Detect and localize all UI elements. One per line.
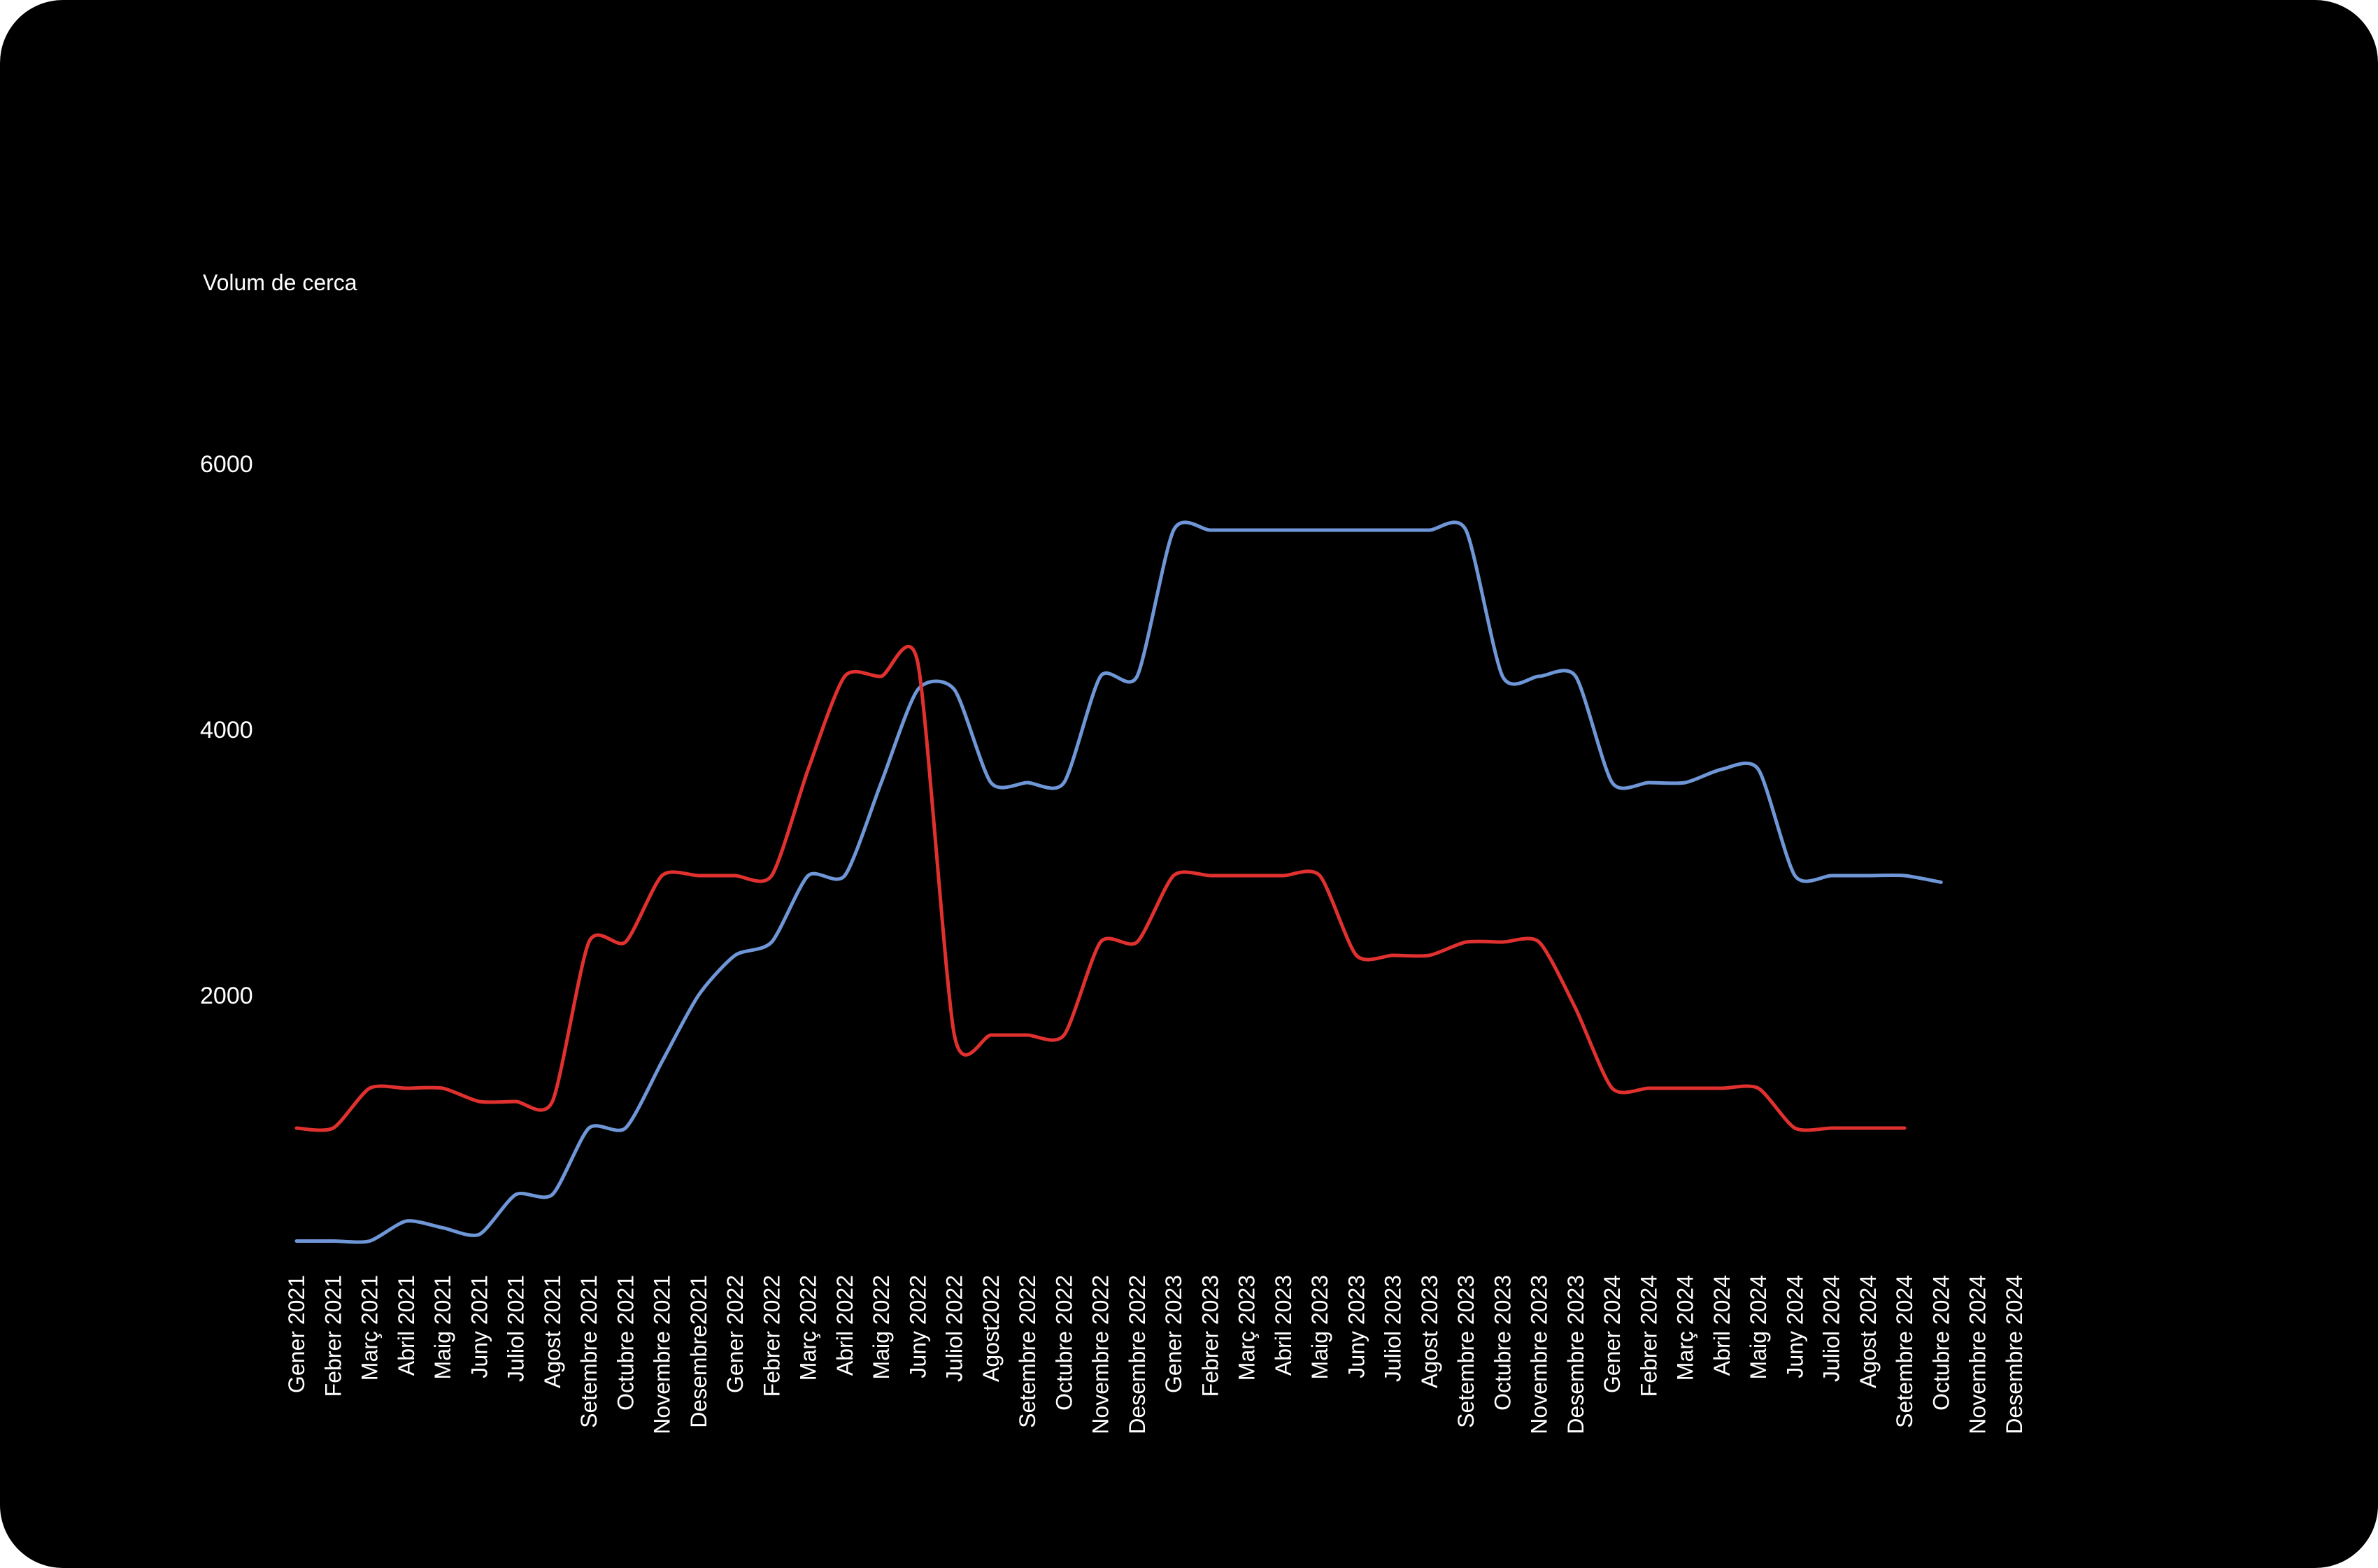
- x-tick-label: Juliol 2023: [1381, 1275, 1406, 1382]
- x-tick-label: Juliol 2024: [1819, 1275, 1844, 1382]
- x-tick-label: Desembre 2023: [1563, 1275, 1588, 1434]
- x-tick-label: Agost 2021: [540, 1275, 565, 1388]
- x-tick-label: Setembre 2023: [1453, 1275, 1479, 1428]
- x-tick-label: Novembre 2023: [1527, 1275, 1552, 1434]
- x-tick-label: Juliol 2022: [942, 1275, 967, 1382]
- x-tick-label: Maig 2023: [1307, 1275, 1332, 1379]
- y-tick-label: 4000: [200, 717, 253, 743]
- y-axis-title: Volum de cerca: [203, 270, 357, 295]
- x-tick-label: Juny 2024: [1782, 1275, 1807, 1378]
- x-tick-label: Agost 2024: [1856, 1275, 1881, 1388]
- x-tick-label: Gener 2021: [284, 1275, 309, 1393]
- x-tick-label: Febrer 2023: [1197, 1275, 1223, 1397]
- y-tick-label: 2000: [200, 983, 253, 1009]
- x-tick-label: Desembre 2024: [2002, 1275, 2027, 1434]
- x-tick-label: Abril 2021: [394, 1275, 419, 1376]
- x-tick-label: Febrer 2022: [759, 1275, 784, 1397]
- x-tick-label: Març 2023: [1234, 1275, 1260, 1381]
- x-tick-label: Desembre 2022: [1125, 1275, 1150, 1434]
- series-line-1: [294, 520, 1943, 1244]
- x-tick-label: Juny 2021: [467, 1275, 492, 1378]
- x-tick-label: Agost2022: [978, 1275, 1004, 1382]
- x-tick-label: Desembre2021: [686, 1275, 711, 1428]
- x-tick-label: Juny 2023: [1344, 1275, 1369, 1378]
- x-tick-label: Novembre 2024: [1965, 1275, 1991, 1434]
- x-tick-label: Abril 2022: [832, 1275, 857, 1376]
- x-tick-label: Setembre 2024: [1892, 1275, 1917, 1428]
- x-tick-label: Febrer 2024: [1636, 1275, 1661, 1397]
- x-tick-label: Octubre 2023: [1490, 1275, 1515, 1411]
- x-tick-label: Setembre 2022: [1015, 1275, 1040, 1428]
- x-tick-label: Setembre 2021: [576, 1275, 601, 1428]
- x-tick-label: Octubre 2022: [1051, 1275, 1076, 1411]
- x-tick-label: Març 2021: [357, 1275, 383, 1381]
- x-tick-label: Agost 2023: [1417, 1275, 1442, 1388]
- series-line-2: [294, 645, 1907, 1132]
- x-tick-label: Abril 2023: [1271, 1275, 1296, 1376]
- x-tick-label: Febrer 2021: [320, 1275, 346, 1397]
- x-tick-label: Abril 2024: [1709, 1275, 1735, 1376]
- x-tick-label: Gener 2023: [1161, 1275, 1186, 1393]
- x-tick-label: Octubre 2024: [1928, 1275, 1953, 1411]
- x-tick-label: Març 2022: [796, 1275, 821, 1381]
- x-tick-label: Novembre 2022: [1088, 1275, 1113, 1434]
- x-tick-label: Gener 2022: [722, 1275, 748, 1393]
- x-tick-label: Gener 2024: [1600, 1275, 1625, 1393]
- x-tick-label: Juny 2022: [905, 1275, 930, 1378]
- x-tick-label: Octubre 2021: [613, 1275, 638, 1411]
- x-tick-label: Març 2024: [1673, 1275, 1698, 1381]
- x-tick-label: Maig 2022: [869, 1275, 894, 1379]
- x-tick-label: Novembre 2021: [650, 1275, 675, 1434]
- x-tick-label: Juliol 2021: [504, 1275, 529, 1382]
- y-tick-label: 6000: [200, 451, 253, 478]
- x-tick-label: Maig 2024: [1746, 1275, 1771, 1379]
- x-tick-label: Maig 2021: [430, 1275, 455, 1379]
